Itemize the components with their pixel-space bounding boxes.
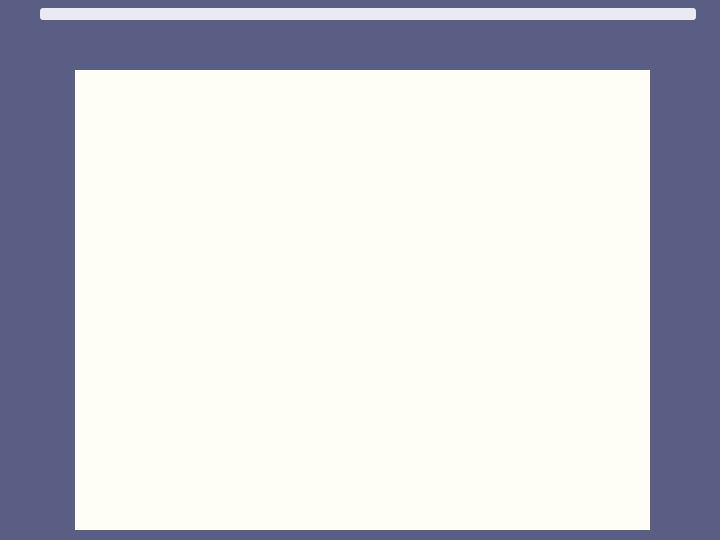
chart-panel — [75, 70, 650, 530]
slide-title — [40, 8, 696, 20]
hubble-diagram — [75, 70, 650, 530]
